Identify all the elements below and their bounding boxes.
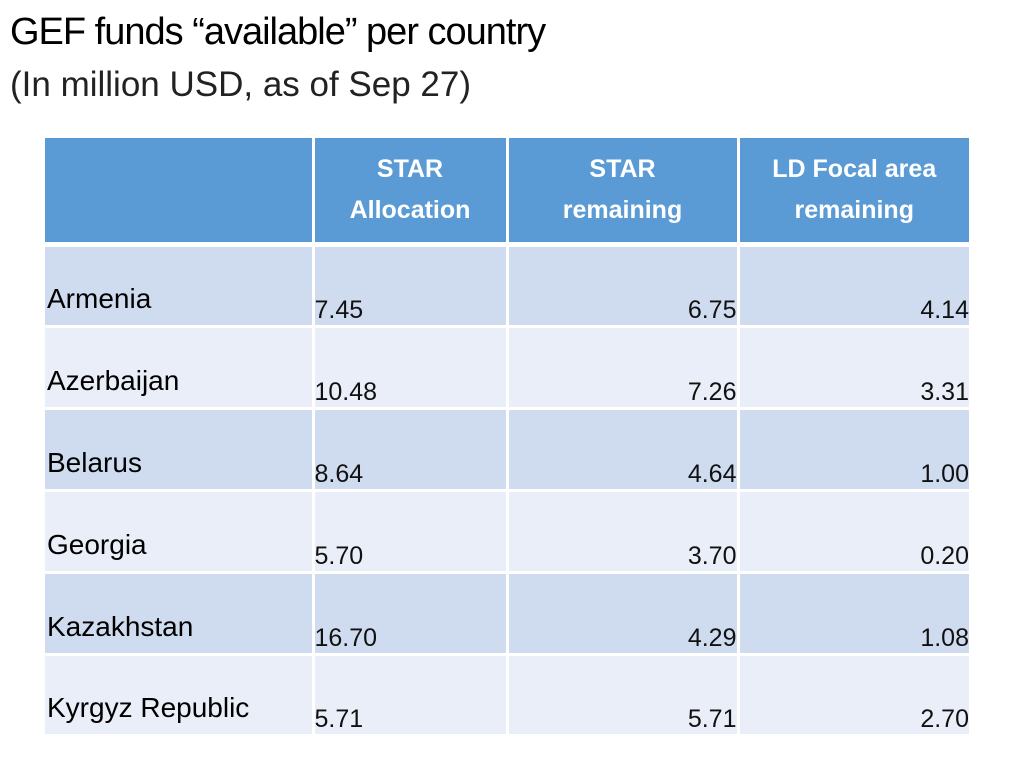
funds-table: STAR Allocation STAR remaining LD Focal … (45, 138, 969, 734)
header-star-allocation-label: STAR Allocation (349, 154, 471, 224)
table-row: Belarus 8.64 4.64 1.00 (45, 406, 969, 490)
star-allocation-cell: 5.71 (311, 652, 507, 734)
header-ld-remaining: LD Focal area remaining (736, 138, 969, 247)
country-cell: Kyrgyz Republic (45, 652, 313, 734)
star-allocation-cell: 8.64 (311, 406, 507, 490)
ld-remaining-cell: 3.31 (736, 324, 969, 408)
star-remaining-cell: 4.29 (505, 570, 738, 654)
ld-remaining-cell: 2.70 (736, 652, 969, 734)
country-cell: Georgia (45, 488, 313, 572)
table-row: Georgia 5.70 3.70 0.20 (45, 488, 969, 572)
country-cell: Azerbaijan (45, 324, 313, 408)
star-allocation-cell: 16.70 (311, 570, 507, 654)
ld-remaining-cell: 1.08 (736, 570, 969, 654)
ld-remaining-cell: 4.14 (736, 242, 969, 326)
star-remaining-cell: 4.64 (505, 406, 738, 490)
header-star-remaining: STAR remaining (505, 138, 738, 247)
star-allocation-cell: 7.45 (311, 242, 507, 326)
table-row: Kazakhstan 16.70 4.29 1.08 (45, 570, 969, 654)
star-remaining-cell: 6.75 (505, 242, 738, 326)
header-country (45, 138, 313, 247)
table-row: Kyrgyz Republic 5.71 5.71 2.70 (45, 652, 969, 734)
ld-remaining-cell: 0.20 (736, 488, 969, 572)
table-row: Azerbaijan 10.48 7.26 3.31 (45, 324, 969, 408)
star-allocation-cell: 5.70 (311, 488, 507, 572)
star-allocation-cell: 10.48 (311, 324, 507, 408)
table-row: Armenia 7.45 6.75 4.14 (45, 242, 969, 326)
ld-remaining-cell: 1.00 (736, 406, 969, 490)
star-remaining-cell: 3.70 (505, 488, 738, 572)
slide-subtitle: (In million USD, as of Sep 27) (10, 65, 472, 104)
header-star-remaining-label: STAR remaining (562, 154, 683, 224)
country-cell: Armenia (45, 242, 313, 326)
slide-title: GEF funds “available” per country (10, 11, 546, 53)
star-remaining-cell: 5.71 (505, 652, 738, 734)
table-header-row: STAR Allocation STAR remaining LD Focal … (45, 138, 969, 247)
country-cell: Kazakhstan (45, 570, 313, 654)
country-cell: Belarus (45, 406, 313, 490)
header-ld-remaining-label: LD Focal area remaining (772, 154, 937, 224)
star-remaining-cell: 7.26 (505, 324, 738, 408)
header-star-allocation: STAR Allocation (311, 138, 507, 247)
